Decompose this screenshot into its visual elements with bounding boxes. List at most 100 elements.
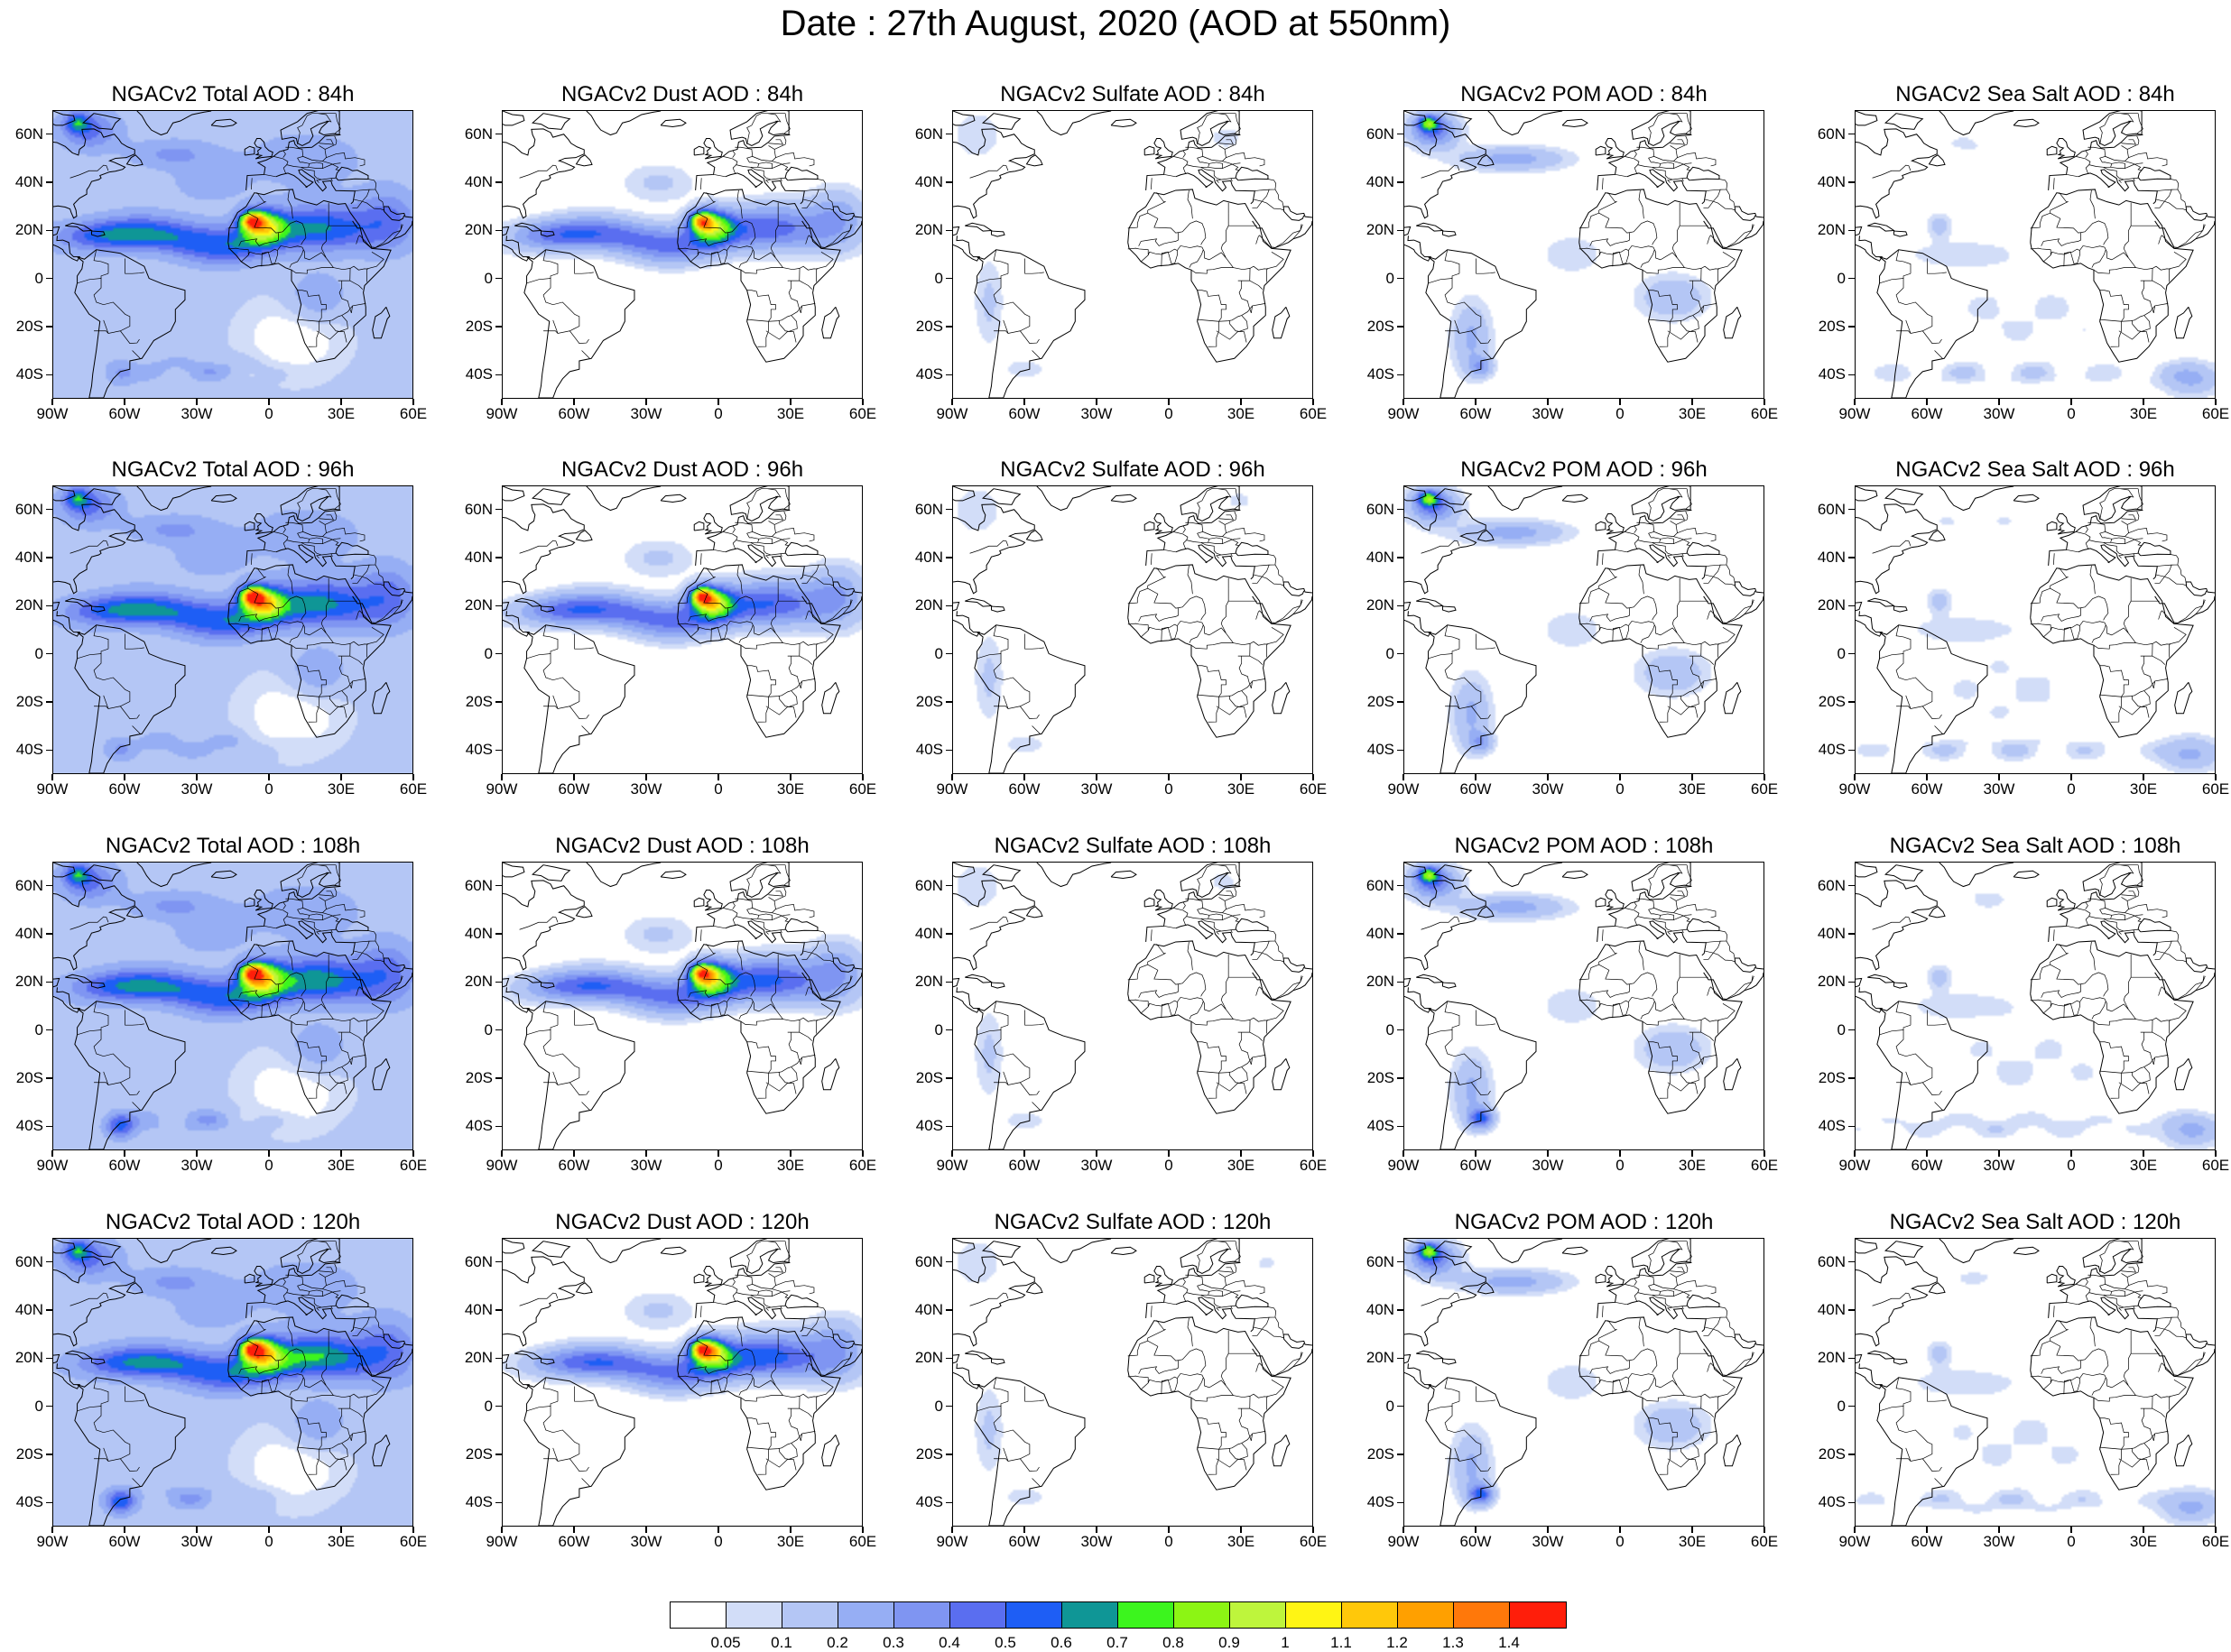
- map-frame: [1855, 485, 2216, 774]
- lat-tick: [46, 1260, 52, 1263]
- lat-tick-label: 20S: [465, 318, 493, 335]
- colorbar-box: [1454, 1602, 1510, 1628]
- country-borders: [953, 113, 1303, 360]
- aod-map: [1856, 111, 2215, 398]
- lon-tick-label: 60E: [1750, 780, 1779, 798]
- lat-tick: [946, 749, 952, 752]
- panel-title: NGACv2 Sea Salt AOD : 84h: [1895, 82, 2175, 106]
- lat-tick: [495, 981, 502, 983]
- lat-tick: [1848, 1077, 1855, 1079]
- colorbar-box: [1286, 1602, 1342, 1628]
- lon-tick-label: 30W: [1983, 780, 2015, 798]
- lat-tick-label: 60N: [14, 125, 43, 143]
- colorbar-box: [838, 1602, 894, 1628]
- map-frame: [1403, 1238, 1764, 1527]
- lat-tick-label: 0: [34, 1020, 43, 1038]
- lat-tick: [946, 181, 952, 183]
- lon-tick-label: 30E: [2129, 405, 2158, 422]
- lon-tick-label: 30W: [181, 405, 213, 422]
- lat-tick-label: 20N: [14, 221, 43, 239]
- aod-map: [503, 863, 862, 1149]
- country-borders: [1856, 488, 2206, 735]
- lon-tick-label: 60W: [1008, 1157, 1041, 1174]
- lon-tick-label: 60W: [108, 1157, 141, 1174]
- lon-tick-label: 90W: [486, 1157, 518, 1174]
- colorbar-box: [1006, 1602, 1062, 1628]
- lat-tick-label: 20S: [15, 1069, 43, 1086]
- lat-tick-label: 40S: [1366, 365, 1394, 383]
- lat-tick: [495, 1125, 502, 1128]
- map-panel-pom-120h: NGACv2 POM AOD : 120h 60N 40N 20N 0 20S 40S 90W…: [1366, 1209, 1778, 1588]
- lon-tick: [340, 1150, 342, 1157]
- lat-tick: [1848, 701, 1855, 703]
- lat-tick-label: 40N: [914, 1301, 943, 1318]
- lat-tick-label: 60N: [1817, 1252, 1846, 1270]
- lon-tick: [501, 1150, 503, 1157]
- lat-tick-label: 40S: [15, 741, 43, 759]
- lon-tick-label: 60W: [1008, 1533, 1041, 1550]
- map-panel-dust-84h: NGACv2 Dust AOD : 84h 60N 40N 20N 0 20S 40S 90W…: [465, 81, 876, 460]
- aod-shading: [953, 863, 1312, 1149]
- map-panel-sulfate-84h: NGACv2 Sulfate AOD : 84h 60N 40N 20N 0 20S 40S…: [915, 81, 1327, 460]
- lat-tick-label: 20S: [1818, 1069, 1846, 1086]
- lat-tick-label: 20N: [1365, 973, 1394, 991]
- lon-tick-label: 30E: [1227, 405, 1255, 422]
- lat-tick-label: 60N: [1817, 125, 1846, 143]
- lat-tick: [1848, 1357, 1855, 1360]
- lon-tick: [1764, 1150, 1765, 1157]
- lon-tick-label: 0: [264, 780, 273, 798]
- aod-map: [1856, 486, 2215, 773]
- lon-tick-label: 60W: [1008, 780, 1041, 798]
- lat-tick: [46, 326, 52, 328]
- lon-tick: [1312, 774, 1314, 780]
- lon-tick: [573, 1527, 575, 1533]
- lon-tick: [1854, 774, 1856, 780]
- panel-title: NGACv2 Sea Salt AOD : 120h: [1889, 1210, 2181, 1234]
- aod-map: [503, 486, 862, 773]
- map-panel-dust-120h: NGACv2 Dust AOD : 120h 60N 40N 20N 0 20S 40S 90…: [465, 1209, 876, 1588]
- aod-shading: [953, 1239, 1312, 1526]
- lon-tick: [1998, 399, 2000, 405]
- lon-tick-label: 60W: [1911, 780, 1943, 798]
- lat-tick: [1397, 652, 1403, 655]
- lat-tick-label: 0: [34, 269, 43, 287]
- lat-tick-label: 40S: [1818, 365, 1846, 383]
- lat-tick-label: 40N: [464, 1301, 493, 1318]
- lon-tick: [717, 1150, 719, 1157]
- lon-tick-label: 90W: [1838, 1157, 1871, 1174]
- lon-tick-label: 90W: [936, 405, 968, 422]
- lat-tick: [1848, 933, 1855, 935]
- colorbar-label: 1.3: [1442, 1634, 1464, 1651]
- aod-shading: [53, 863, 412, 1149]
- lon-tick: [1998, 1150, 2000, 1157]
- lon-tick: [1691, 1527, 1693, 1533]
- aod-map: [53, 863, 412, 1149]
- lat-tick: [495, 508, 502, 511]
- lat-tick: [495, 605, 502, 607]
- lon-tick: [1096, 399, 1097, 405]
- lon-tick: [1402, 774, 1404, 780]
- colorbar: [670, 1601, 1567, 1629]
- lat-tick: [946, 1309, 952, 1311]
- lat-tick-label: 0: [934, 1020, 943, 1038]
- lat-tick-label: 20N: [914, 221, 943, 239]
- aod-map: [953, 1239, 1312, 1526]
- lon-tick-label: 0: [264, 1533, 273, 1550]
- lon-tick: [1764, 1527, 1765, 1533]
- lat-tick-label: 20N: [1365, 1349, 1394, 1367]
- lon-tick-label: 30E: [327, 405, 356, 422]
- map-frame: [502, 485, 863, 774]
- lon-tick-label: 0: [1164, 1157, 1173, 1174]
- panel-title: NGACv2 Sulfate AOD : 120h: [994, 1210, 1272, 1234]
- lon-tick: [1096, 1527, 1097, 1533]
- lon-tick: [645, 399, 647, 405]
- aod-map: [953, 486, 1312, 773]
- lat-tick: [495, 1309, 502, 1311]
- lat-tick-label: 20S: [1366, 1069, 1394, 1086]
- lon-tick-label: 60E: [848, 405, 877, 422]
- map-panel-seasalt-108h: NGACv2 Sea Salt AOD : 108h 60N 40N 20N 0 20S 4…: [1818, 833, 2229, 1212]
- lon-tick-label: 0: [1164, 405, 1173, 422]
- lon-tick-label: 30E: [2129, 1157, 2158, 1174]
- country-borders: [503, 1241, 853, 1488]
- lon-tick-label: 0: [2067, 405, 2076, 422]
